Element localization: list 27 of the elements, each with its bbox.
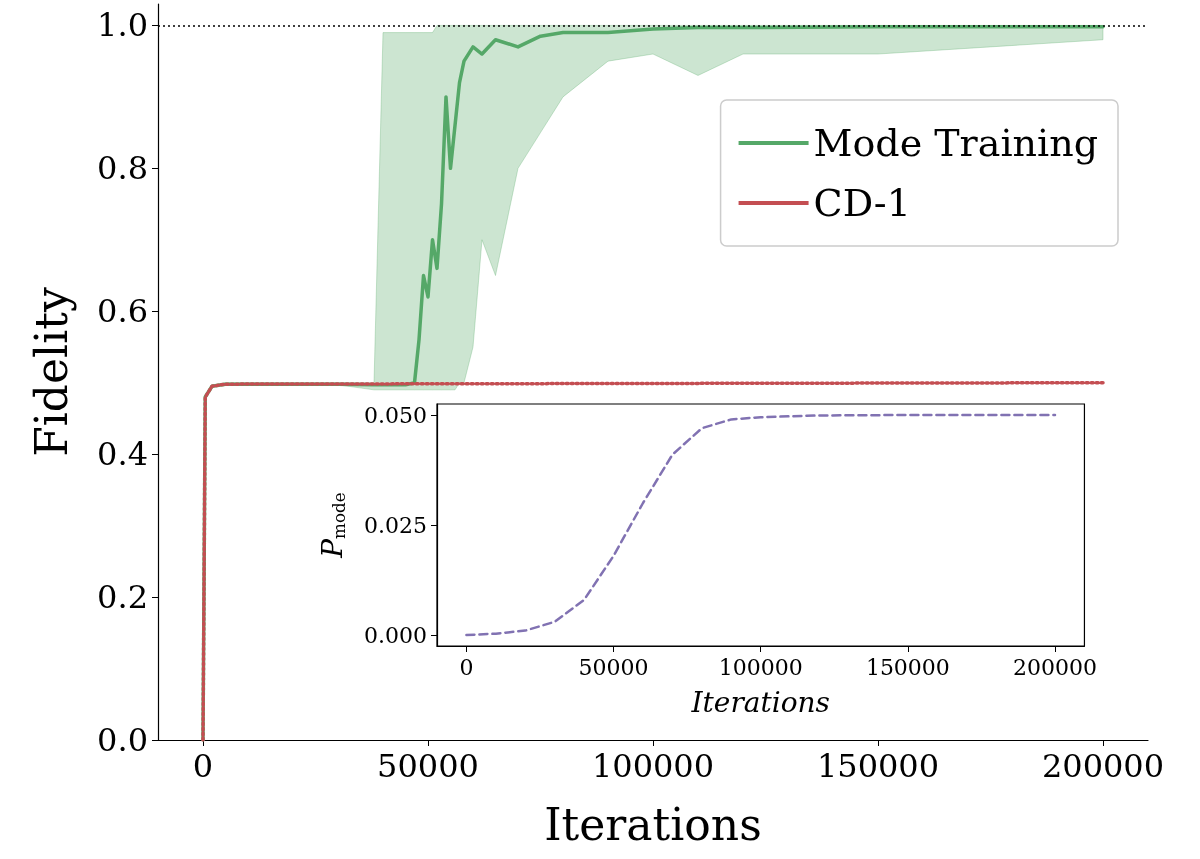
x-tick-label: 0 [459,654,474,680]
legend-label: CD-1 [813,181,911,225]
line-series [465,413,1057,637]
y-tick-label: 0.0 [97,721,148,759]
x-tick-label: 150000 [816,747,940,785]
x-tick-label: 100000 [591,747,715,785]
legend-label: Mode Training [813,121,1099,165]
x-tick-label: 200000 [1013,654,1097,680]
x-tick-label: 50000 [578,654,649,680]
x-axis-title: Iterations [544,798,762,850]
y-tick-label: 0.050 [364,402,427,428]
x-tick-label: 50000 [377,747,479,785]
x-tick-label: 100000 [718,654,803,680]
y-tick-label: 0.2 [97,578,148,617]
y-tick-label: 0.000 [364,622,427,648]
y-tick-label: 0.025 [364,512,427,538]
y-tick-label: 0.4 [97,435,148,474]
y-tick-label: 1.0 [97,6,148,45]
y-axis-title: Pmode [316,492,349,559]
x-tick-label: 0 [192,747,214,785]
y-tick-label: 0.6 [97,292,148,331]
line-series [201,380,1105,742]
x-tick-label: 150000 [865,654,950,680]
y-axis-title: Fidelity [25,287,77,457]
y-tick-label: 0.8 [97,149,148,188]
x-axis-title: Iterations [690,685,830,719]
x-tick-label: 200000 [1041,747,1165,785]
